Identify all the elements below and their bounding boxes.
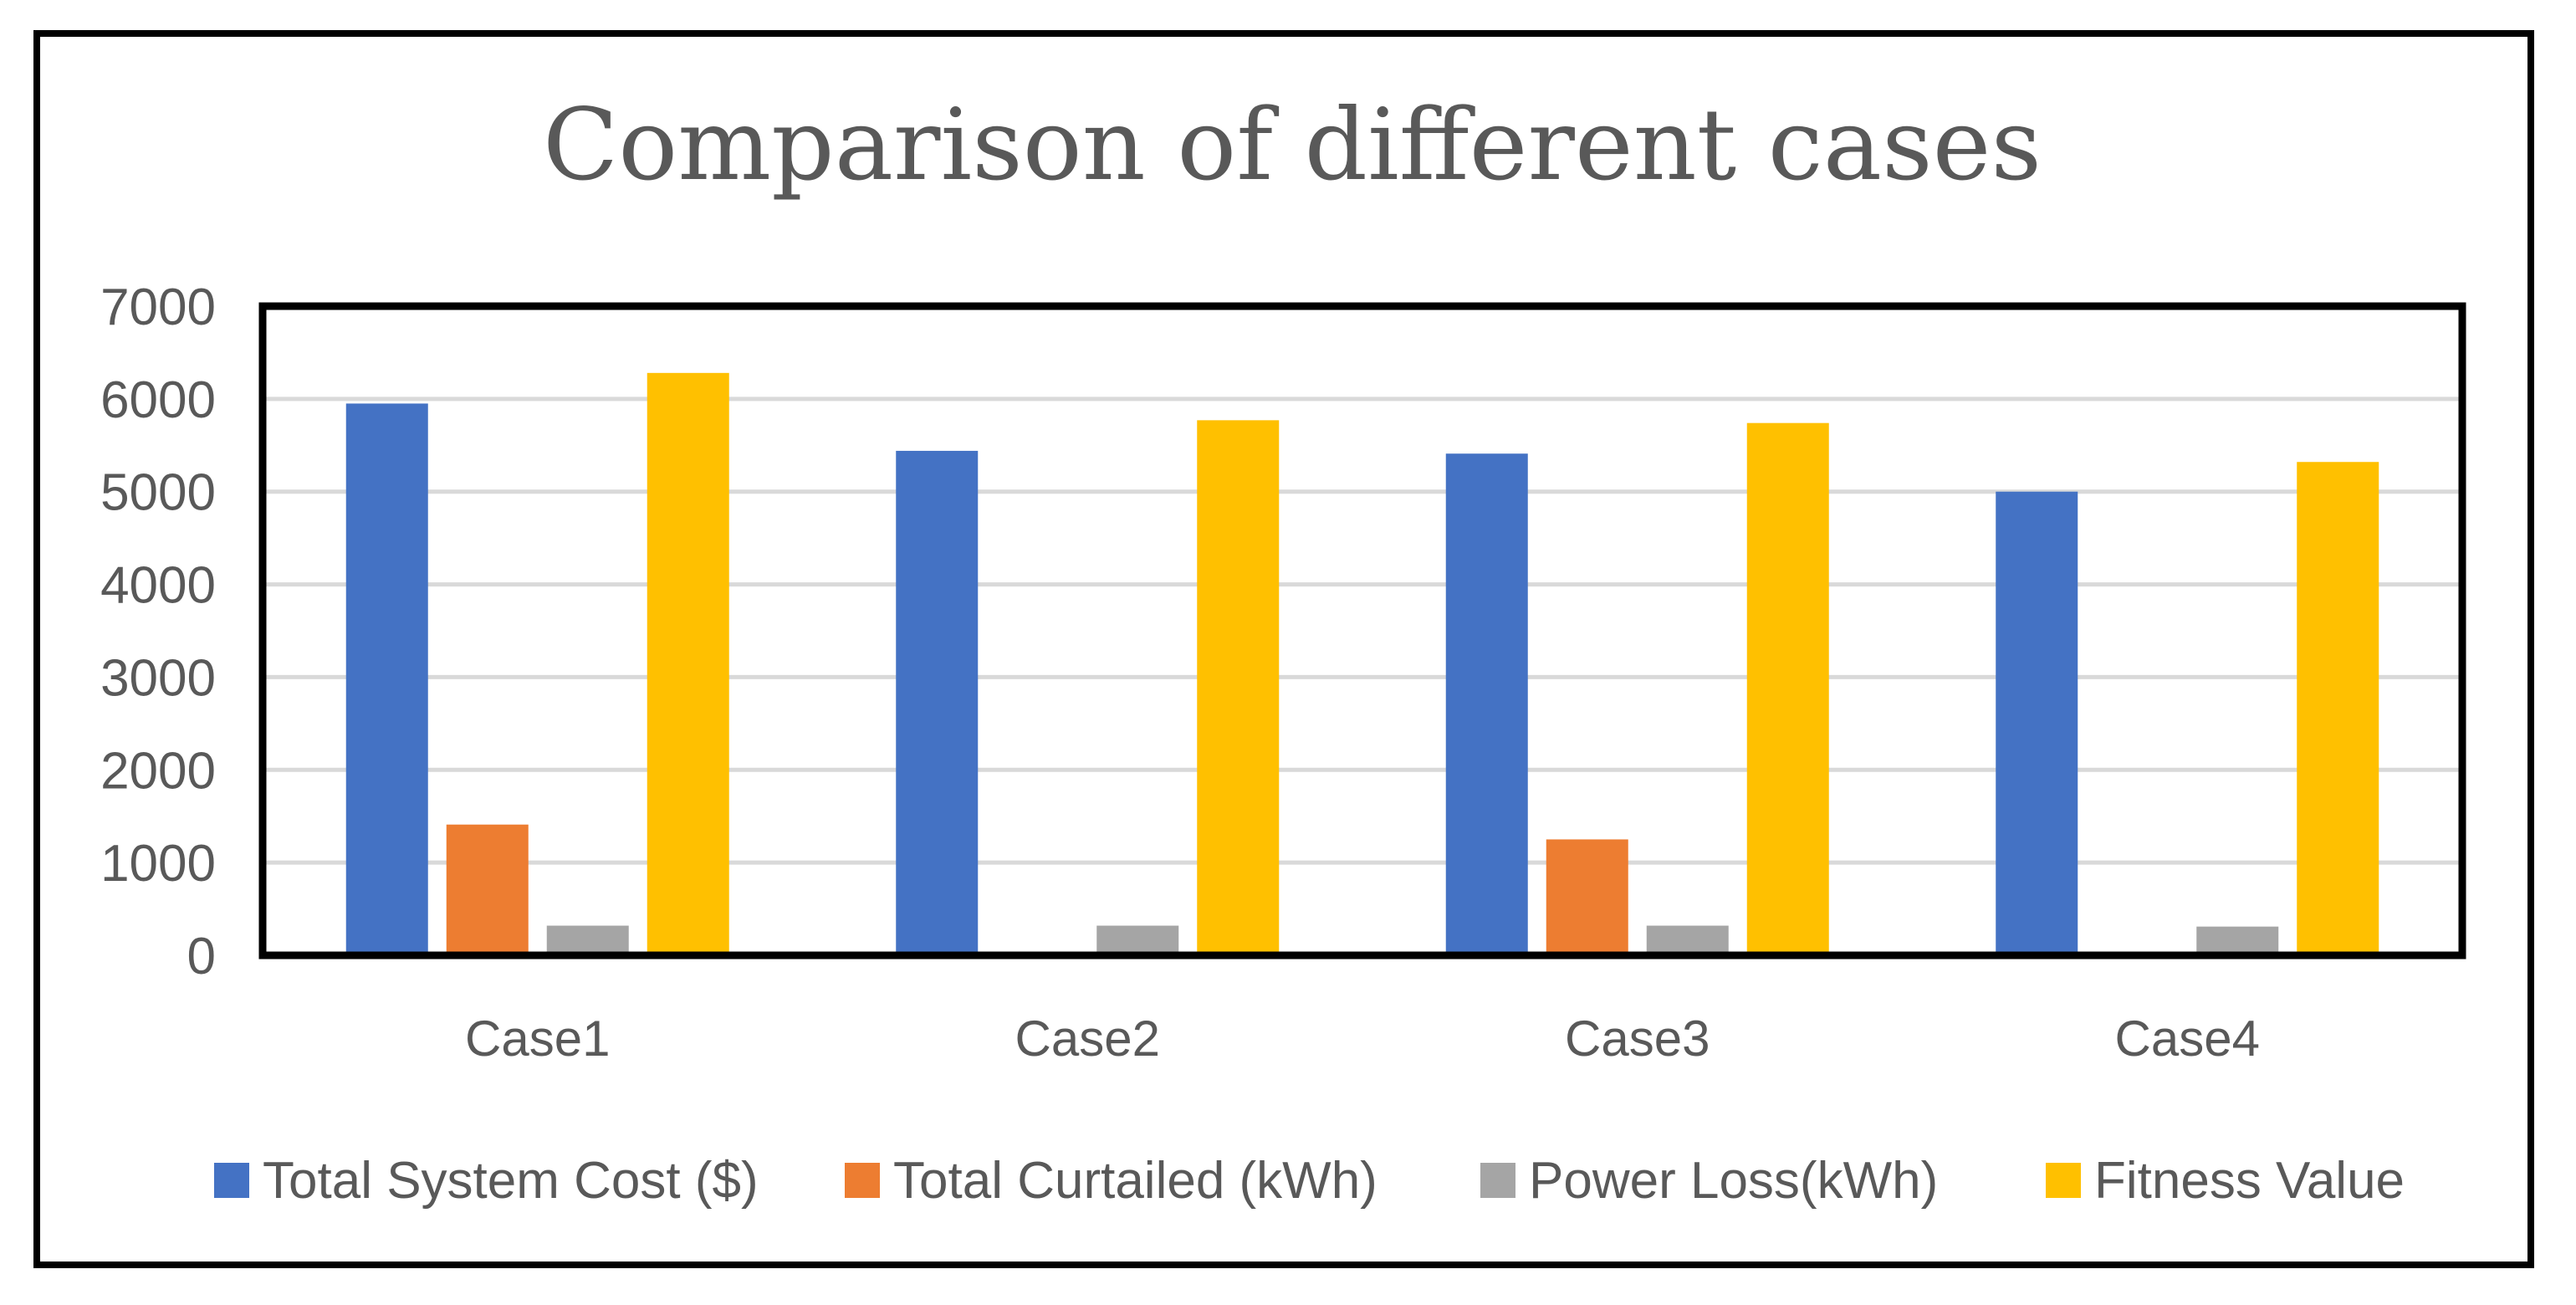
bar-case2-series-3 bbox=[1096, 925, 1179, 955]
x-category-label: Case4 bbox=[2115, 1011, 2260, 1067]
bar-case4-series-4 bbox=[2297, 462, 2379, 955]
bars bbox=[345, 372, 2379, 956]
legend: Total System Cost ($) Total Curtailed (kW… bbox=[214, 1152, 2405, 1210]
plot-border bbox=[258, 302, 2466, 960]
bar-case2-series-4 bbox=[1197, 420, 1280, 956]
x-category-label: Case3 bbox=[1565, 1011, 1710, 1067]
legend-swatch bbox=[2046, 1163, 2081, 1198]
chart-frame: Comparison of different cases 0 1000 2000 3… bbox=[33, 30, 2534, 1268]
y-tick-label: 3000 bbox=[100, 649, 216, 707]
bar-case1-series-2 bbox=[446, 824, 529, 955]
bar-chart: Comparison of different cases 0 1000 2000 3… bbox=[100, 87, 2466, 1210]
legend-label: Fitness Value bbox=[2094, 1152, 2405, 1210]
bar-case3-series-2 bbox=[1546, 839, 1628, 955]
y-tick-label: 2000 bbox=[100, 742, 216, 800]
y-tick-label: 5000 bbox=[100, 464, 216, 522]
y-tick-label: 6000 bbox=[100, 371, 216, 429]
bar-case3-series-4 bbox=[1746, 422, 1829, 955]
legend-label: Total System Cost ($) bbox=[263, 1152, 759, 1210]
legend-swatch bbox=[1480, 1163, 1515, 1198]
bar-case3-series-1 bbox=[1445, 453, 1528, 955]
bar-case1-series-1 bbox=[345, 403, 428, 955]
gridlines bbox=[263, 397, 2462, 865]
x-category-label: Case2 bbox=[1015, 1011, 1160, 1067]
y-tick-label: 4000 bbox=[100, 557, 216, 615]
bar-case1-series-4 bbox=[647, 372, 729, 955]
y-tick-label: 1000 bbox=[100, 835, 216, 893]
y-axis-ticks: 0 1000 2000 3000 4000 5000 6000 7000 bbox=[100, 279, 216, 985]
bar-case2-series-1 bbox=[896, 450, 979, 955]
axes bbox=[258, 302, 2466, 960]
legend-swatch bbox=[845, 1163, 880, 1198]
bar-case1-series-3 bbox=[546, 925, 629, 955]
bar-case3-series-3 bbox=[1646, 925, 1729, 955]
bar-case4-series-1 bbox=[1996, 491, 2078, 955]
y-tick-label: 0 bbox=[187, 928, 216, 985]
legend-label: Power Loss(kWh) bbox=[1529, 1152, 1938, 1210]
legend-swatch bbox=[214, 1163, 249, 1198]
y-tick-label: 7000 bbox=[100, 279, 216, 336]
x-category-label: Case1 bbox=[465, 1011, 610, 1067]
chart-title: Comparison of different cases bbox=[543, 87, 2042, 202]
legend-label: Total Curtailed (kWh) bbox=[893, 1152, 1377, 1210]
bar-case4-series-3 bbox=[2196, 926, 2279, 955]
x-axis-categories: Case1 Case2 Case3 Case4 bbox=[465, 1011, 2260, 1067]
